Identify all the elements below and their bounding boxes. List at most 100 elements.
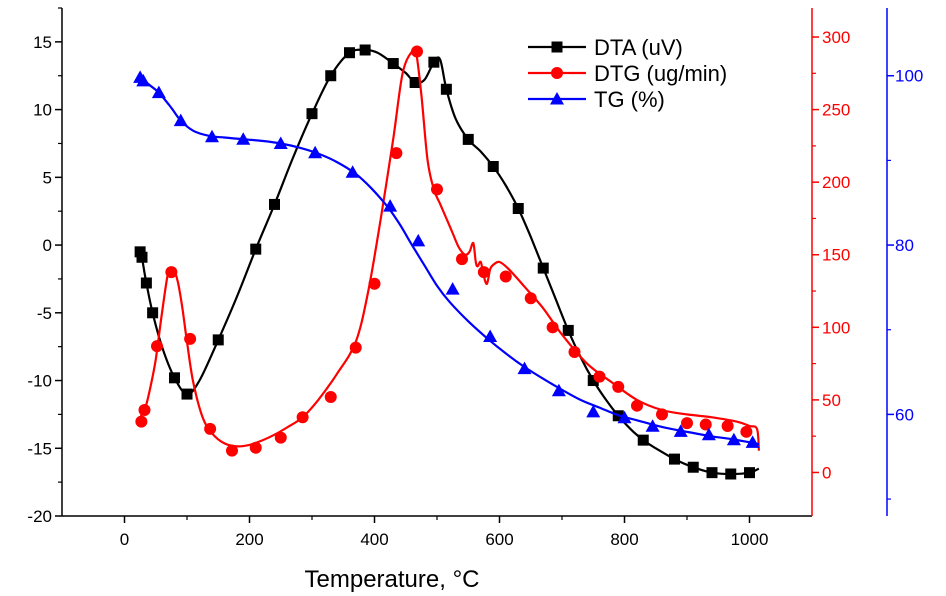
data-point-dta <box>136 251 148 263</box>
x-axis-title: Temperature, °C <box>305 566 480 593</box>
x-tick-label: 800 <box>610 530 638 549</box>
data-point-dtg <box>296 411 309 424</box>
data-point-tg <box>517 361 532 375</box>
data-point-dtg <box>184 332 197 345</box>
series-line-dtg <box>139 47 760 451</box>
data-point-tg <box>586 404 601 418</box>
data-point-dta <box>706 467 718 479</box>
data-point-tg <box>617 410 632 424</box>
data-point-dta <box>462 133 474 145</box>
data-point-tg <box>551 383 566 397</box>
legend-marker <box>550 92 564 105</box>
left-y-tick-label: 5 <box>43 168 52 187</box>
data-point-dta <box>537 262 549 274</box>
data-point-dtg <box>656 408 668 421</box>
series-dta <box>134 44 760 480</box>
data-point-dtg <box>135 415 148 428</box>
data-point-dtg <box>151 340 163 353</box>
left-y-tick-label: 0 <box>43 236 52 255</box>
left-y-tick-label: 15 <box>33 33 52 52</box>
data-point-tg <box>673 424 688 437</box>
legend-item-dtg: DTG (ug/min) <box>528 61 727 86</box>
data-point-dta <box>325 70 337 82</box>
data-point-dtg <box>681 417 693 430</box>
legend-marker <box>551 67 563 79</box>
data-point-dtg <box>721 420 734 433</box>
data-point-dta <box>269 198 280 210</box>
data-point-tg <box>236 132 251 145</box>
legend-item-tg: TG (%) <box>528 87 665 112</box>
data-point-dta <box>250 243 262 255</box>
data-point-tg <box>308 145 323 159</box>
x-tick-label: 200 <box>235 530 263 549</box>
data-point-tg <box>173 113 188 127</box>
data-point-dtg <box>368 277 381 290</box>
series-line-tg <box>139 76 760 446</box>
data-point-dtg <box>138 404 151 417</box>
data-point-tg <box>151 85 166 99</box>
data-point-dtg <box>349 341 362 354</box>
legend: DTA (uV)DTG (ug/min)TG (%) <box>528 35 727 112</box>
data-point-dta <box>744 467 755 479</box>
data-point-dtg <box>740 425 753 438</box>
red-y-tick-label: 50 <box>822 391 841 410</box>
legend-label: DTA (uV) <box>594 35 683 60</box>
data-point-dtg <box>612 380 625 393</box>
data-point-dtg <box>165 266 178 279</box>
axes: 0 200 400 600 800 1000-20-15-10-5051015050100… <box>27 7 923 549</box>
data-point-tg <box>383 199 398 212</box>
data-point-dtg <box>499 270 512 283</box>
data-point-dta <box>359 44 371 56</box>
data-point-dtg <box>249 441 262 454</box>
red-y-tick-label: 250 <box>822 101 850 120</box>
data-point-dtg <box>204 422 217 435</box>
data-point-dta <box>344 47 355 59</box>
data-point-dta <box>562 324 574 336</box>
data-point-dta <box>409 77 421 89</box>
legend-label: DTG (ug/min) <box>594 61 727 86</box>
data-point-dta <box>140 277 152 289</box>
data-point-dtg <box>324 390 337 403</box>
data-point-dta <box>725 468 737 480</box>
x-tick-label: 600 <box>485 530 513 549</box>
data-point-dta <box>306 108 318 120</box>
red-y-tick-label: 100 <box>822 318 850 337</box>
left-y-tick-label: -10 <box>27 372 52 391</box>
data-point-tg <box>645 419 660 432</box>
x-tick-label: 400 <box>360 530 388 549</box>
legend-label: TG (%) <box>594 87 665 112</box>
data-point-dta <box>181 388 193 400</box>
data-point-tg <box>136 73 151 87</box>
blue-y-tick-label: 80 <box>895 236 914 255</box>
data-point-dta <box>637 434 649 446</box>
left-y-tick-label: -15 <box>27 439 52 458</box>
blue-y-tick-label: 100 <box>895 67 923 86</box>
x-tick-label: 0 <box>120 530 129 549</box>
data-point-dta <box>440 83 452 95</box>
data-point-dta <box>428 56 440 68</box>
data-point-tg <box>726 432 741 446</box>
data-point-dta <box>387 58 399 70</box>
data-point-dtg <box>477 266 490 279</box>
data-point-tg <box>445 282 460 295</box>
data-point-dta <box>169 372 180 384</box>
data-point-dtg <box>631 399 643 412</box>
data-point-tg <box>411 233 426 247</box>
data-point-dta <box>212 334 224 346</box>
left-y-tick-label: -5 <box>37 304 52 323</box>
data-point-tg <box>205 129 219 143</box>
red-y-tick-label: 200 <box>822 173 850 192</box>
x-tick-label: 1000 <box>731 530 769 549</box>
left-y-tick-label: 10 <box>33 101 52 120</box>
red-y-tick-label: 0 <box>822 463 831 482</box>
data-point-dtg <box>593 370 606 383</box>
data-point-dtg <box>456 253 468 266</box>
data-point-dta <box>687 461 699 473</box>
red-y-tick-label: 300 <box>822 28 850 47</box>
red-y-tick-label: 150 <box>822 246 850 265</box>
series-line-dta <box>139 48 760 476</box>
legend-item-dta: DTA (uV) <box>528 35 683 60</box>
data-point-tg <box>273 136 288 149</box>
data-point-tg <box>483 329 498 343</box>
